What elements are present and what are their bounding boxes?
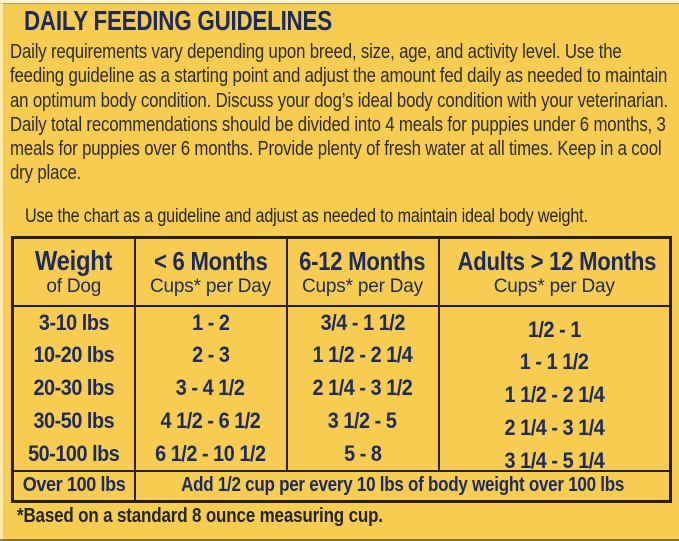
intro-paragraph: Daily requirements vary depending upon b… [10,41,668,185]
under-6-months-cell: 3 - 4 1/2 [133,371,288,405]
under-6-months-cell: 6 1/2 - 10 1/2 [133,437,288,471]
table-header-row: Weight of Dog < 6 Months Cups* per Day 6… [11,237,672,307]
feeding-chart-table: Weight of Dog < 6 Months Cups* per Day 6… [11,236,672,503]
months-6-12-cell: 3/4 - 1 1/2 [285,305,440,339]
table-row: 10-20 lbs 2 - 3 1 1/2 - 2 1/4 1 - 1 1/2 [11,338,672,374]
over-100-instruction-cell: Add 1/2 cup per every 10 lbs of body wei… [133,469,672,502]
weight-cell: 3-10 lbs [11,305,136,339]
weight-cell: 50-100 lbs [11,437,136,471]
months-6-12-cell: 2 1/4 - 3 1/2 [285,371,440,405]
table-row: 3-10 lbs 1 - 2 3/4 - 1 1/2 1/2 - 1 [11,305,672,342]
column-subtitle: Cups* per Day [302,276,423,298]
weight-cell: 30-50 lbs [11,404,136,438]
adults-cell: 2 1/4 - 3 1/4 [437,404,672,440]
under-6-months-cell: 2 - 3 [133,338,288,372]
label-bottom-edge [0,539,679,541]
column-header-6-12-months: 6-12 Months Cups* per Day [285,237,440,307]
adults-cell: 3 1/4 - 5 1/4 [437,437,672,473]
column-title: Weight [35,245,113,277]
under-6-months-cell: 1 - 2 [133,305,288,339]
months-6-12-cell: 3 1/2 - 5 [285,404,440,438]
column-subtitle: Cups* per Day [493,276,615,298]
chart-usage-note: Use the chart as a guideline and adjust … [25,206,588,227]
page-title: DAILY FEEDING GUIDELINES [24,5,332,36]
months-6-12-cell: 5 - 8 [285,437,440,471]
table-row: 30-50 lbs 4 1/2 - 6 1/2 3 1/2 - 5 2 1/4 … [11,404,672,440]
table-row: 20-30 lbs 3 - 4 1/2 2 1/4 - 3 1/2 1 1/2 … [11,371,672,407]
column-subtitle: of Dog [46,276,102,298]
label-top-edge [0,0,679,4]
column-subtitle: Cups* per Day [150,276,271,298]
measuring-cup-footnote: *Based on a standard 8 ounce measuring c… [17,505,383,527]
label-left-edge [0,0,3,541]
under-6-months-cell: 4 1/2 - 6 1/2 [133,404,288,438]
months-6-12-cell: 1 1/2 - 2 1/4 [285,338,440,372]
column-title: Adults > 12 Months [457,246,656,277]
table-row: 50-100 lbs 6 1/2 - 10 1/2 5 - 8 3 1/4 - … [11,437,672,473]
adults-cell: 1/2 - 1 [437,305,672,342]
weight-cell: 10-20 lbs [11,338,136,372]
column-title: < 6 Months [153,246,268,277]
adults-cell: 1 - 1 1/2 [437,338,672,374]
weight-cell: Over 100 lbs [11,469,136,502]
column-title: 6-12 Months [299,246,426,277]
column-header-under-6-months: < 6 Months Cups* per Day [133,237,288,307]
adults-cell: 1 1/2 - 2 1/4 [437,371,672,407]
over-100-lbs-row: Over 100 lbs Add 1/2 cup per every 10 lb… [11,469,672,502]
column-header-adults: Adults > 12 Months Cups* per Day [437,237,672,307]
column-header-weight: Weight of Dog [11,237,136,307]
weight-cell: 20-30 lbs [11,371,136,405]
